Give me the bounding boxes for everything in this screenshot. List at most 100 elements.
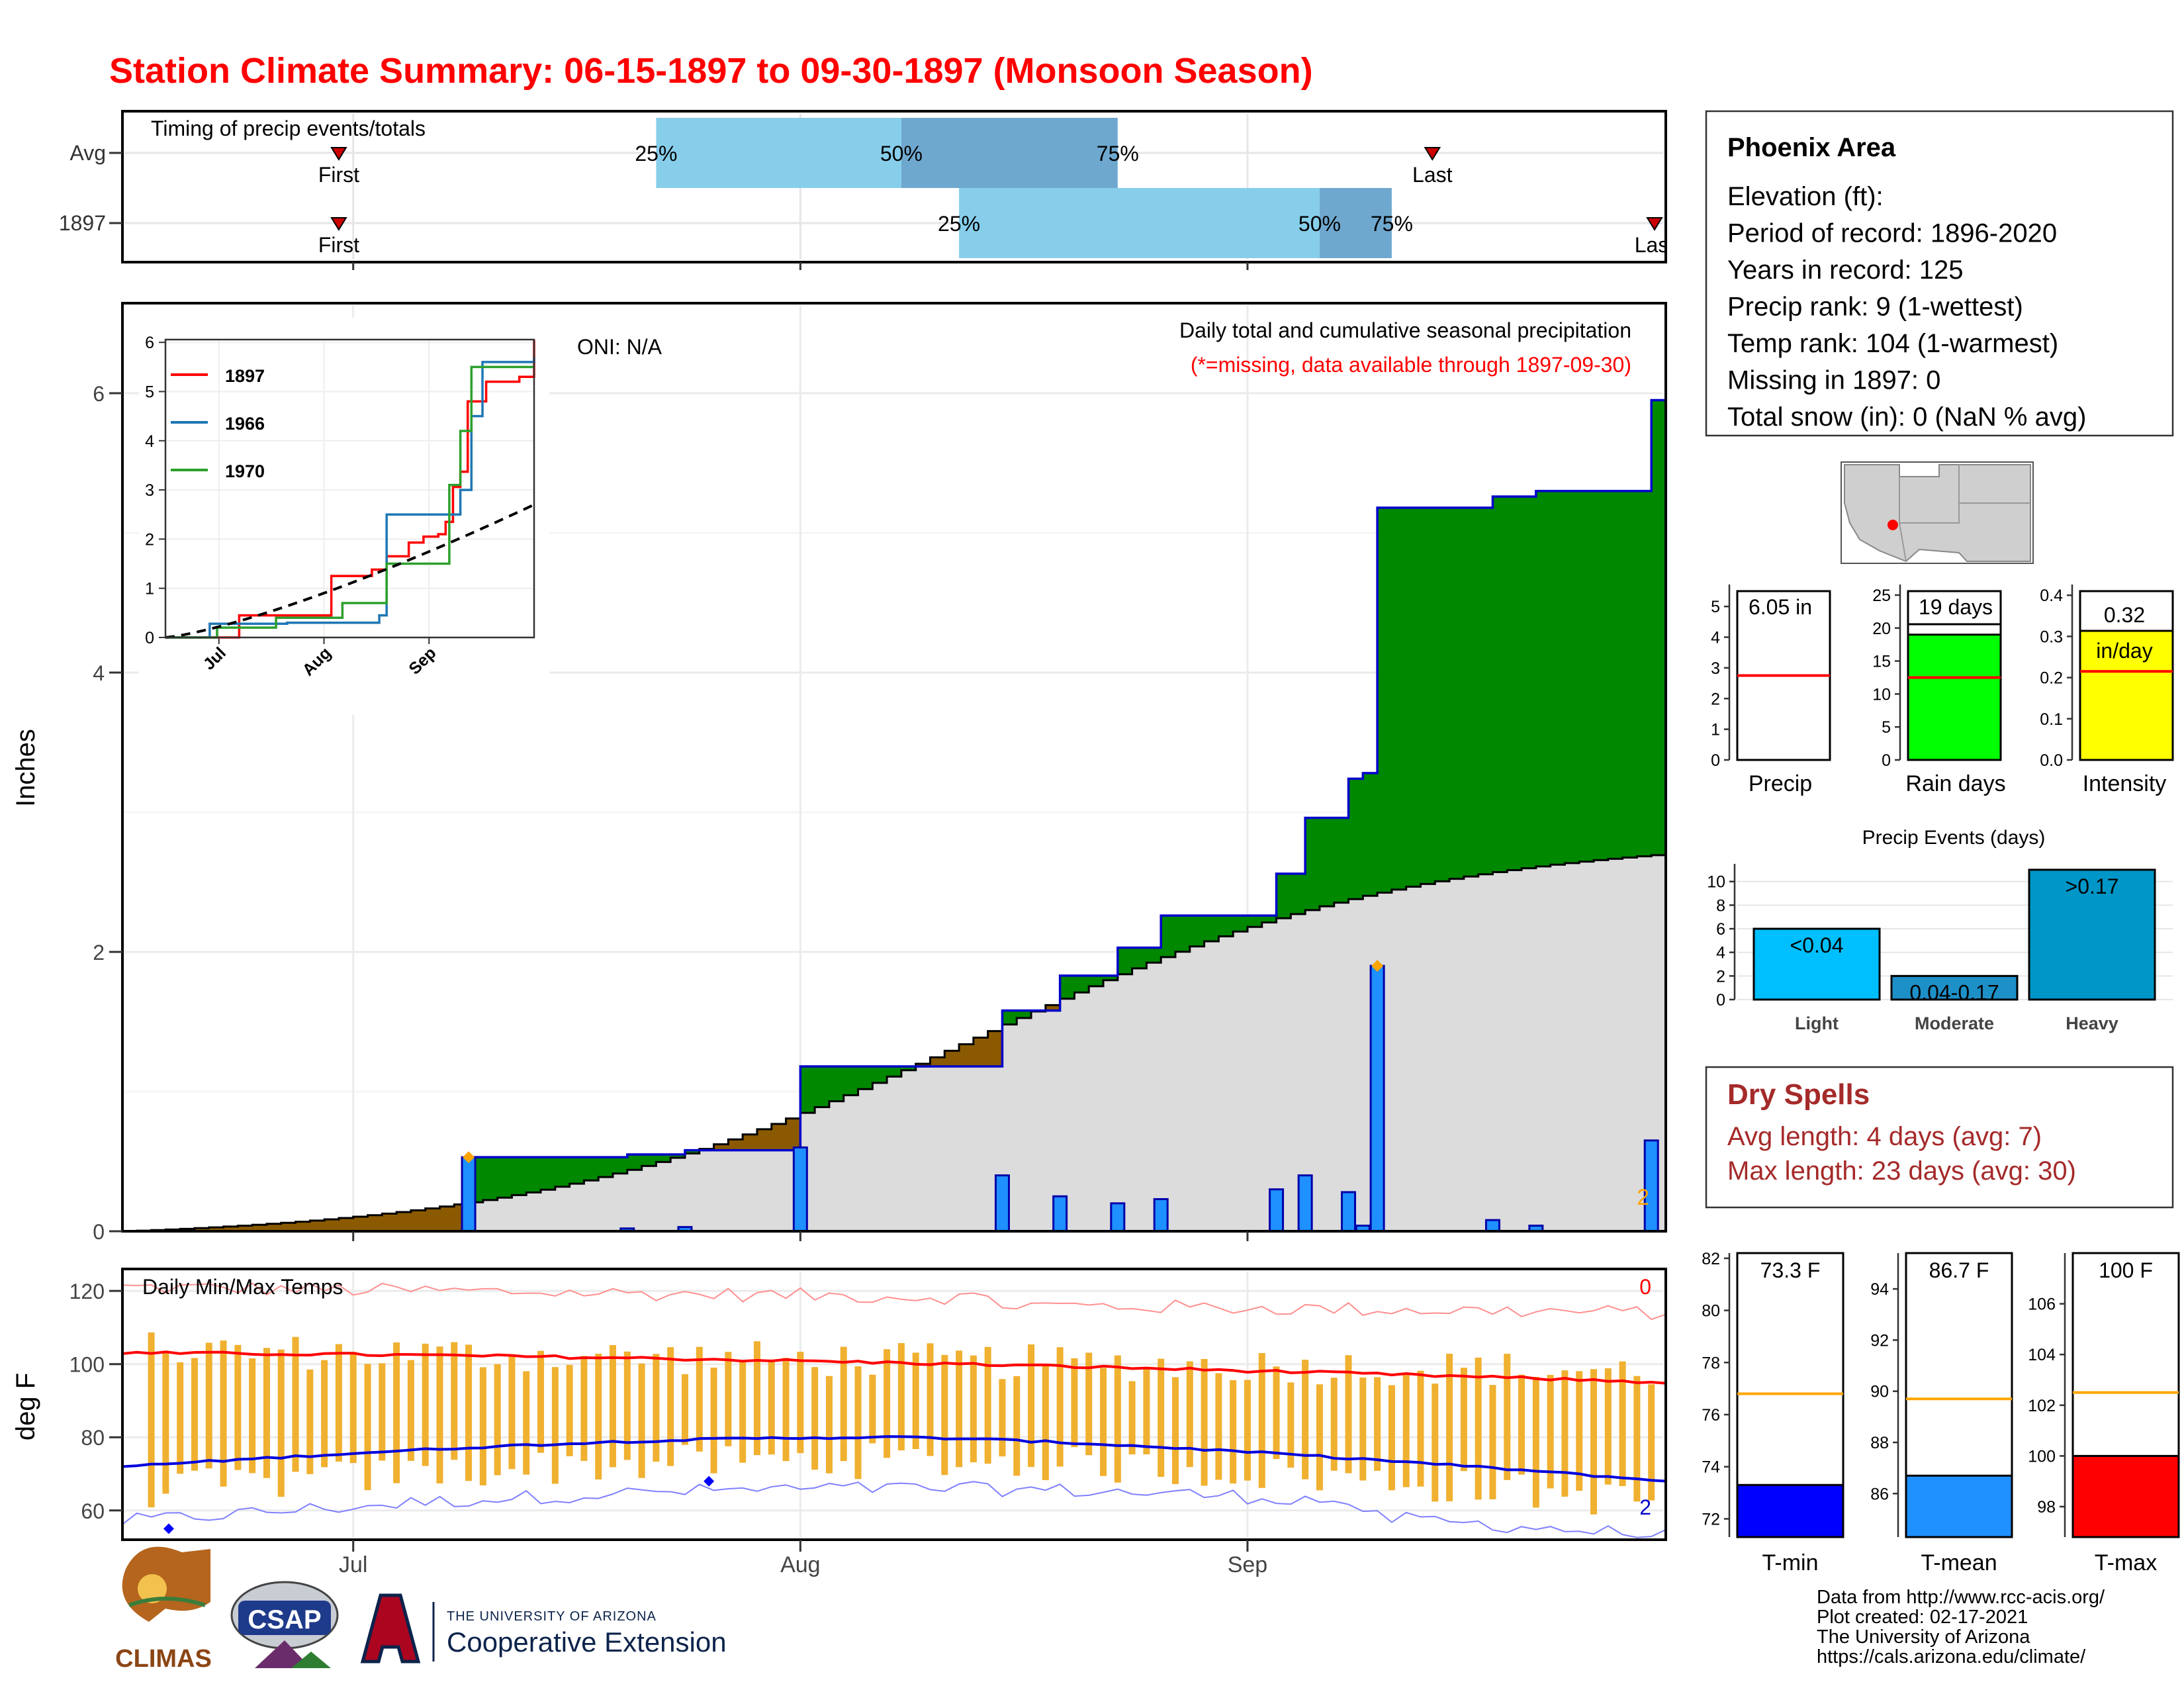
daily-temp-bar bbox=[912, 1352, 919, 1450]
mini-precip-tick-label: 1 bbox=[1711, 721, 1720, 739]
station-name: Phoenix Area bbox=[1727, 133, 1896, 162]
first-event-marker bbox=[330, 147, 347, 161]
daily-temp-bar bbox=[681, 1374, 688, 1445]
daily-temp-bar bbox=[984, 1346, 991, 1464]
inset-frame bbox=[164, 338, 535, 639]
daily-temp-bar bbox=[782, 1358, 790, 1462]
daily-precip-bar bbox=[1052, 1195, 1068, 1233]
daily-precip-bar bbox=[1110, 1202, 1126, 1233]
timing-title: Timing of precip events/totals bbox=[151, 117, 426, 140]
daily-temp-bar bbox=[811, 1367, 819, 1470]
daily-temp-bar bbox=[551, 1367, 559, 1484]
timing-q50-label: 50% bbox=[1298, 212, 1341, 236]
tmin-tick-label: 76 bbox=[1702, 1406, 1720, 1425]
above-average-area bbox=[800, 1066, 815, 1113]
daily-record-marker bbox=[1371, 960, 1384, 972]
events-tick-label: 8 bbox=[1716, 896, 1725, 915]
last-event-marker bbox=[1646, 217, 1663, 231]
above-average-area bbox=[1622, 491, 1638, 858]
x-axis: Jul Aug Sep bbox=[339, 262, 1267, 1577]
precip-y-tick-label: 4 bbox=[93, 661, 105, 685]
tmax-tick-label: 104 bbox=[2028, 1346, 2056, 1364]
above-average-area bbox=[1261, 915, 1277, 923]
tmax-tick-label: 102 bbox=[2028, 1397, 2056, 1415]
above-average-area bbox=[1189, 915, 1205, 947]
daily-temp-bar bbox=[364, 1364, 371, 1491]
below-average-area bbox=[410, 1210, 426, 1231]
footer-line-2: Plot created: 02-17-2021 bbox=[1817, 1607, 2028, 1628]
above-average-area bbox=[541, 1157, 556, 1190]
timing-quartile-high-1 bbox=[1319, 188, 1392, 258]
daily-precip-bar bbox=[1153, 1197, 1169, 1233]
daily-temp-bar bbox=[1287, 1382, 1295, 1468]
above-average-area bbox=[1377, 508, 1392, 893]
mini-precip-tick-label: 3 bbox=[1711, 659, 1720, 678]
daily-temp-bar bbox=[1171, 1377, 1179, 1484]
daily-temp-bar bbox=[1071, 1358, 1078, 1448]
daily-temp-bar bbox=[595, 1353, 602, 1479]
location-map bbox=[1841, 461, 2034, 564]
daily-temp-bar bbox=[1648, 1384, 1655, 1501]
mini-raindays-tick-label: 0 bbox=[1882, 751, 1891, 770]
timing-panel: 25% 50% 75% First Last 25% 50% 75% First Last Tim… bbox=[59, 110, 1667, 263]
daily-temp-bar bbox=[436, 1346, 443, 1483]
daily-temp-bar bbox=[465, 1344, 473, 1481]
daily-temp-bar bbox=[205, 1342, 212, 1469]
daily-temp-bar bbox=[191, 1358, 198, 1471]
missing-note: (*=missing, data available through 1897-… bbox=[1191, 353, 1631, 377]
missing-min-count: 2 bbox=[1639, 1495, 1651, 1519]
daily-precip-bar bbox=[994, 1174, 1010, 1233]
above-average-area bbox=[656, 1154, 671, 1162]
above-average-area bbox=[1478, 508, 1494, 874]
above-average-area bbox=[858, 1066, 873, 1090]
daily-temp-bar bbox=[623, 1351, 631, 1460]
daily-temp-bar bbox=[1345, 1355, 1352, 1474]
timing-q25-label: 25% bbox=[938, 212, 980, 236]
daily-temp-bar bbox=[1532, 1376, 1539, 1508]
station-info-line: Years in record: 125 bbox=[1727, 256, 1964, 285]
daily-temp-bar bbox=[1417, 1370, 1424, 1487]
daily-temp-bar bbox=[1475, 1357, 1482, 1500]
above-average-area bbox=[1117, 947, 1133, 974]
tmean-tick-label: 92 bbox=[1870, 1331, 1889, 1350]
events-tick-label: 0 bbox=[1716, 991, 1725, 1009]
above-average-area bbox=[1406, 508, 1422, 887]
tmin-tick-label: 72 bbox=[1702, 1510, 1720, 1528]
daily-temp-bar bbox=[1619, 1361, 1626, 1486]
below-average-area bbox=[1045, 1005, 1061, 1011]
mini-precip-value: 6.05 in bbox=[1749, 595, 1812, 619]
daily-temp-bar bbox=[725, 1352, 732, 1446]
daily-temp-bar bbox=[1056, 1347, 1064, 1467]
temperature-summary-charts: 72 74 76 78 80 82 86 88 90 92 94 98 100 102 104 106 73.3… bbox=[1702, 1250, 2180, 1575]
tmin-tick-label: 82 bbox=[1702, 1250, 1720, 1268]
inset-legend-1897: 1897 bbox=[225, 366, 265, 386]
below-average-area bbox=[396, 1211, 412, 1231]
daily-temp-bar bbox=[610, 1345, 617, 1468]
above-average-area bbox=[1132, 947, 1148, 968]
footer-line-4: https://cals.arizona.edu/climate/ bbox=[1817, 1646, 2086, 1667]
missing-count: 2 bbox=[1637, 1185, 1649, 1210]
daily-temp-bar bbox=[1359, 1377, 1367, 1481]
daily-temp-bar bbox=[321, 1360, 328, 1468]
below-average-area bbox=[786, 1118, 801, 1150]
mini-intensity-tick-label: 0.1 bbox=[2040, 710, 2063, 729]
above-average-area bbox=[512, 1157, 527, 1196]
timing-row-label-year: 1897 bbox=[59, 211, 106, 235]
above-average-area bbox=[569, 1157, 585, 1184]
daily-precip-bar bbox=[1341, 1191, 1357, 1233]
above-average-area bbox=[829, 1066, 844, 1102]
tmax-tick-label: 106 bbox=[2028, 1295, 2056, 1314]
above-average-area bbox=[497, 1157, 513, 1198]
first-event-label: First bbox=[318, 233, 359, 257]
above-average-area bbox=[670, 1154, 686, 1158]
average-cumulative-line bbox=[122, 854, 1666, 1233]
daily-temp-bar bbox=[220, 1340, 227, 1487]
inset-legend-1966: 1966 bbox=[225, 414, 265, 434]
tmin-tick-label: 80 bbox=[1702, 1302, 1720, 1321]
station-info-line: Period of record: 1896-2020 bbox=[1727, 219, 2057, 248]
daily-precip-bar bbox=[1369, 964, 1385, 1233]
daily-precip-bar bbox=[1297, 1174, 1313, 1233]
daily-temp-bar bbox=[1013, 1376, 1021, 1476]
below-average-area bbox=[223, 1226, 238, 1231]
daily-temp-bar bbox=[393, 1342, 400, 1483]
